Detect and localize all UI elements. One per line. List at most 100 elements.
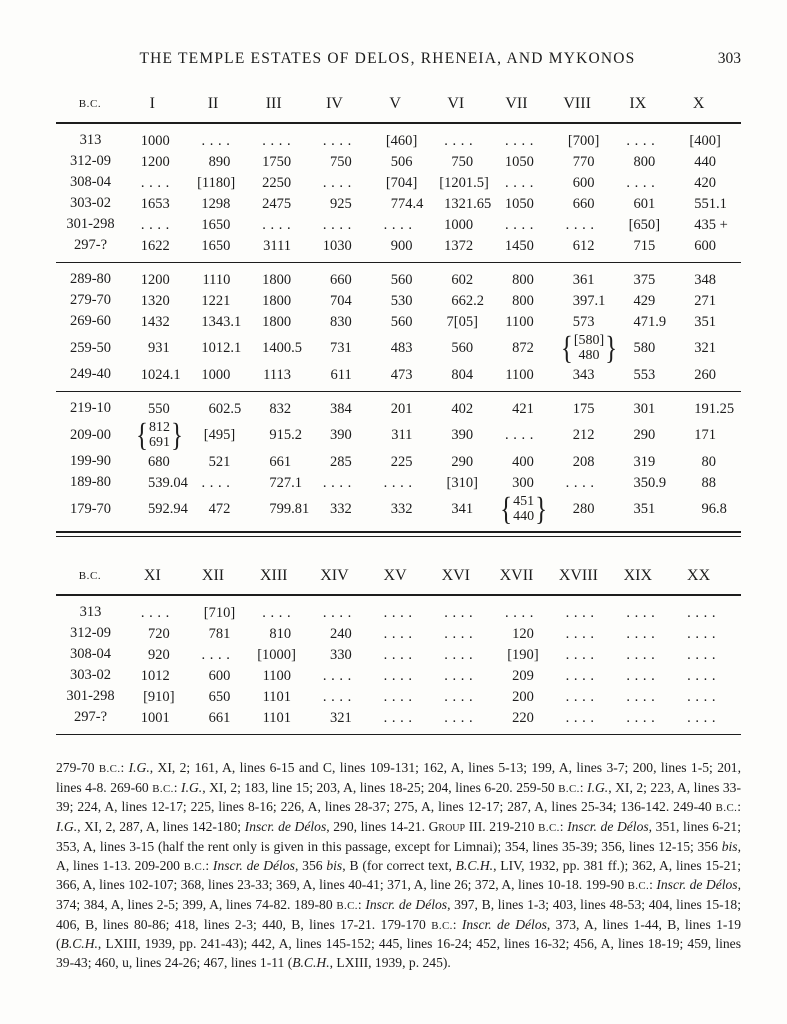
column-header-III: III [255, 95, 317, 124]
row-year: 209-00 [69, 426, 112, 443]
rent-cell: [460] [385, 132, 418, 149]
rent-cell: 600 [208, 667, 231, 684]
row-year: 308-04 [69, 174, 112, 190]
rent-cell: 384 [330, 400, 352, 417]
rent-cell: 660 [572, 195, 595, 212]
rent-cell: {812 691} [134, 417, 195, 453]
rent-cell: 715 [633, 237, 656, 254]
left-brace: { [500, 491, 513, 527]
rent-cell: . . . . [444, 625, 474, 642]
rent-cell: 1800 [262, 292, 292, 309]
rent-cell: 319 [633, 453, 656, 470]
rent-cell: 650 [208, 688, 231, 705]
rent-cell: 580 [633, 340, 656, 356]
table-row: 249-40 1024.1 1000 1113 611 473 804 1100 343 553 2… [56, 364, 741, 392]
rent-cell: . . . . [626, 174, 656, 191]
rent-cell: . . . . [140, 216, 170, 233]
table-row: 199-90 680 521 661 285 225 290 400 208 319 80 [56, 451, 741, 472]
rent-cell: [704] [385, 174, 418, 191]
rent-cell: 390 [451, 427, 474, 443]
rent-cell: 402 [451, 400, 474, 417]
rent-cell: 612 [572, 237, 595, 254]
table-row: 297-? 1622 1650 3111 1030 900 1372 1450 612 715 60… [56, 235, 741, 263]
table-row: 259-50 931 1012.1 1400.5 731 483 560 872 {[580] 4… [56, 332, 741, 365]
rent-cell: . . . . [565, 709, 595, 726]
table-row: 301-298 [910] 650 1101 . . . . . . . . . . . .… [56, 686, 741, 707]
rent-cell: [710] [203, 604, 236, 621]
rent-cell: 200 [512, 688, 534, 705]
decade-group: 289-80 1200 1110 1800 660 560 602 800 361 375 348 2… [56, 263, 741, 392]
row-year: 297-? [73, 709, 107, 725]
decade-group: 219-10 550 602.5 832 384 201 402 421 175 301 191.2… [56, 392, 741, 532]
rent-cell: 1221 [201, 292, 231, 309]
rent-cell: {451 440} [498, 493, 559, 531]
rent-cell: 260 [694, 366, 716, 383]
rent-cell: . . . . [565, 604, 595, 621]
rent-cell: 601 [633, 195, 656, 212]
rent-cell: 440 [694, 153, 716, 170]
rent-cell: 209 [512, 667, 534, 684]
table-row: 297-? 1001 661 1101 321 . . . . . . . . 220 . . … [56, 707, 741, 735]
brace-group: {812 691} [136, 417, 183, 453]
table-row: 219-10 550 602.5 832 384 201 402 421 175 301 191.2… [56, 392, 741, 420]
column-header-XX: XX [680, 567, 741, 596]
rent-cell: . . . . [687, 688, 716, 705]
rent-cell: . . . . [262, 132, 292, 149]
rent-cell: . . . . [140, 604, 170, 621]
rent-cell: 271 [694, 292, 716, 309]
rent-cell: 1320 [140, 292, 170, 309]
rent-cell: . . . . [626, 688, 656, 705]
column-header-V: V [376, 95, 438, 124]
row-year: 308-04 [69, 646, 112, 662]
column-header-XIX: XIX [619, 567, 681, 596]
rent-cell: . . . . [504, 216, 534, 233]
page-header: THE TEMPLE ESTATES OF DELOS, RHENEIA, AN… [56, 50, 741, 68]
rent-cell: . . . . [201, 646, 231, 663]
row-year: 249-40 [69, 366, 112, 382]
corner-header-bc: B.C. [56, 95, 134, 124]
rent-cell: 800 [512, 271, 534, 288]
rent-cell: 592.94 [147, 501, 188, 517]
column-header-XII: XII [194, 567, 256, 596]
column-header-XVI: XVI [437, 567, 499, 596]
rent-cell: . . . . [444, 688, 474, 705]
rent-cell: 7[05] [446, 313, 478, 330]
rent-cell: 551.1 [694, 195, 727, 212]
rent-cell: . . . . [687, 625, 716, 642]
rent-cell: 1750 [262, 153, 292, 170]
rent-cell: [310] [446, 474, 478, 491]
column-header-XIV: XIV [316, 567, 377, 596]
rent-cell: 915.2 [269, 427, 302, 443]
rent-cell: . . . . [383, 216, 413, 233]
rent-cell: [495] [203, 427, 236, 443]
rent-cell: . . . . [565, 474, 595, 491]
rent-cell: 662.2 [451, 292, 484, 309]
rent-cell: 660 [330, 271, 352, 288]
decade-group: 313 . . . . [710] . . . . . . . . . . . . . . … [56, 595, 741, 735]
rent-cell: . . . . [504, 427, 534, 443]
rent-cell: 1653 [140, 195, 170, 212]
rent-cell: 240 [330, 625, 352, 642]
column-header-VIII: VIII [558, 95, 620, 124]
rent-cell: 225 [390, 453, 413, 470]
rent-cell: . . . . [383, 625, 413, 642]
rent-cell: . . . . [322, 174, 352, 191]
table-row: 303-02 1012 600 1100 . . . . . . . . . . . . 20… [56, 665, 741, 686]
rent-cell: 804 [451, 366, 474, 383]
rent-cell: 332 [330, 501, 352, 517]
rent-cell: . . . . [322, 474, 352, 491]
rent-cell: . . . . [565, 688, 595, 705]
row-year: 303-02 [69, 195, 112, 211]
row-year: 269-60 [69, 313, 112, 329]
rent-cell: 1101 [262, 688, 292, 705]
rent-cell: 321 [694, 340, 716, 356]
column-header-VI: VI [437, 95, 499, 124]
rent-cell: 611 [330, 366, 352, 383]
rent-cell: . . . . [322, 667, 352, 684]
rent-cell: 530 [390, 292, 413, 309]
rent-cell: 351 [694, 313, 716, 330]
rent-cell: 1372 [444, 237, 474, 254]
rent-cell: 321 [330, 709, 352, 726]
rent-cell: [1201.5] [439, 174, 489, 191]
rent-cell: 1622 [140, 237, 170, 254]
